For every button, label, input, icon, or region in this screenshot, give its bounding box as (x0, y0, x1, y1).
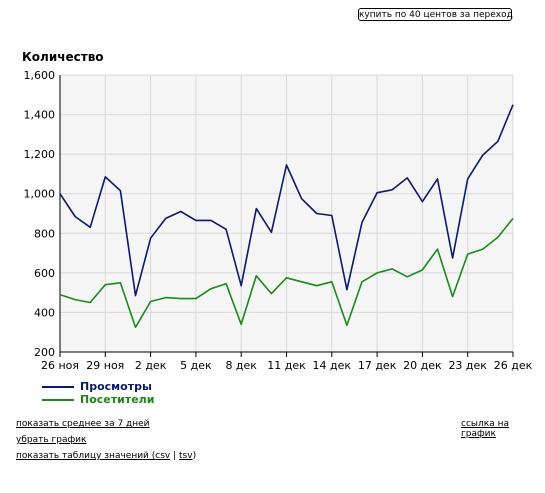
buy-clicks-button[interactable]: купить по 40 центов за переход (358, 8, 513, 21)
y-tick-label: 600 (34, 267, 55, 280)
x-tick-label: 17 дек (358, 359, 397, 372)
legend-item-views: Просмотры (42, 380, 154, 393)
table-link-close: ) (192, 451, 197, 461)
chart-link-wrap: ссылка на график (461, 419, 545, 439)
y-tick-label: 200 (34, 346, 55, 359)
tsv-link[interactable]: tsv (179, 451, 193, 461)
x-tick-label: 20 дек (403, 359, 442, 372)
x-tick-label: 23 дек (448, 359, 487, 372)
legend-swatch-visitors (42, 398, 74, 401)
x-tick-label: 8 дек (225, 359, 257, 372)
x-tick-label: 2 дек (135, 359, 167, 372)
views-series-line (59, 104, 514, 297)
x-tick-label: 14 дек (313, 359, 352, 372)
csv-link[interactable]: csv (155, 451, 171, 461)
x-tick-label: 5 дек (180, 359, 212, 372)
chart-permalink[interactable]: ссылка на график (461, 419, 509, 439)
remove-chart-link-wrap: убрать график (16, 435, 86, 445)
legend-item-visitors: Посетители (42, 393, 154, 406)
y-tick-label: 1,200 (24, 148, 56, 161)
line-chart: Количество 200 400 600 800 1,000 1,200 1,400 1,… (22, 50, 533, 372)
y-tick-label: 400 (34, 306, 55, 319)
chart-title: Количество (22, 50, 104, 64)
chart-legend: Просмотры Посетители (42, 380, 154, 406)
legend-label-views: Просмотры (80, 380, 152, 393)
show-avg-link-wrap: показать среднее за 7 дней (16, 419, 150, 429)
y-tick-label: 1,000 (24, 188, 56, 201)
remove-chart-link[interactable]: убрать график (16, 435, 87, 445)
y-tick-label: 800 (34, 227, 55, 240)
y-tick-label: 1,400 (24, 109, 56, 122)
x-tick-label: 26 ноя (41, 359, 79, 372)
x-tick-label: 26 дек (494, 359, 533, 372)
legend-swatch-views (42, 385, 74, 388)
visitors-series-line (59, 217, 514, 329)
y-tick-label: 1,600 (24, 69, 56, 82)
link-separator: | (170, 451, 180, 461)
show-7day-average-link[interactable]: показать среднее за 7 дней (16, 419, 150, 429)
x-tick-label: 29 ноя (86, 359, 124, 372)
show-table-links: показать таблицу значений (csv | tsv) (16, 451, 196, 461)
x-tick-label: 11 дек (267, 359, 306, 372)
legend-label-visitors: Посетители (80, 393, 155, 406)
show-table-link[interactable]: показать таблицу значений ( (16, 451, 156, 461)
